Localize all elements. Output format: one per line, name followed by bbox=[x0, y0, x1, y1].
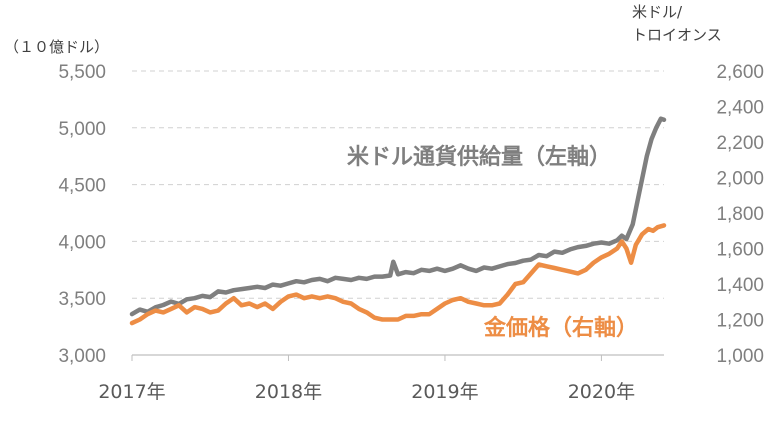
left-axis-tick-label: 5,000 bbox=[58, 119, 106, 140]
left-axis: 3,000 3,500 4,000 4,500 5,000 5,500 bbox=[58, 62, 106, 367]
right-axis-unit-label-line2: トロイオンス bbox=[632, 26, 722, 44]
right-axis-tick-label: 1,400 bbox=[716, 275, 764, 296]
x-axis-tick-label: 2017年 bbox=[98, 381, 165, 403]
left-axis-tick-label: 5,500 bbox=[58, 62, 106, 83]
left-axis-tick-label: 4,000 bbox=[58, 232, 106, 253]
series-label-money-supply: 米ドル通貨供給量（左軸） bbox=[347, 144, 611, 170]
x-axis: 2017年 2018年 2019年 2020年 bbox=[98, 355, 635, 403]
right-axis: 1,000 1,200 1,400 1,600 1,800 2,000 2,200 2,400… bbox=[716, 62, 764, 367]
right-axis-tick-label: 2,600 bbox=[716, 62, 764, 83]
grid-lines bbox=[132, 70, 664, 356]
left-axis-tick-label: 4,500 bbox=[58, 176, 106, 197]
x-axis-tick-label: 2018年 bbox=[255, 381, 322, 403]
left-axis-unit-label: （１０億ドル） bbox=[4, 38, 109, 56]
series-lines bbox=[129, 116, 667, 326]
right-axis-tick-label: 2,400 bbox=[716, 98, 764, 119]
series-label-gold-price: 金価格（右軸） bbox=[483, 315, 638, 341]
right-axis-tick-label: 2,000 bbox=[716, 169, 764, 190]
x-axis-tick-label: 2019年 bbox=[411, 381, 478, 403]
right-axis-tick-label: 2,200 bbox=[716, 133, 764, 154]
right-axis-tick-label: 1,800 bbox=[716, 204, 764, 225]
right-axis-unit-label-line1: 米ドル/ bbox=[632, 3, 683, 21]
left-axis-tick-label: 3,000 bbox=[58, 346, 106, 367]
right-axis-tick-label: 1,200 bbox=[716, 311, 764, 332]
x-axis-tick-label: 2020年 bbox=[568, 381, 635, 403]
right-axis-tick-label: 1,000 bbox=[716, 346, 764, 367]
series-line-gold-price bbox=[129, 223, 667, 326]
left-axis-tick-label: 3,500 bbox=[58, 289, 106, 310]
series-line-money-supply bbox=[129, 116, 667, 317]
right-axis-tick-label: 1,600 bbox=[716, 240, 764, 261]
